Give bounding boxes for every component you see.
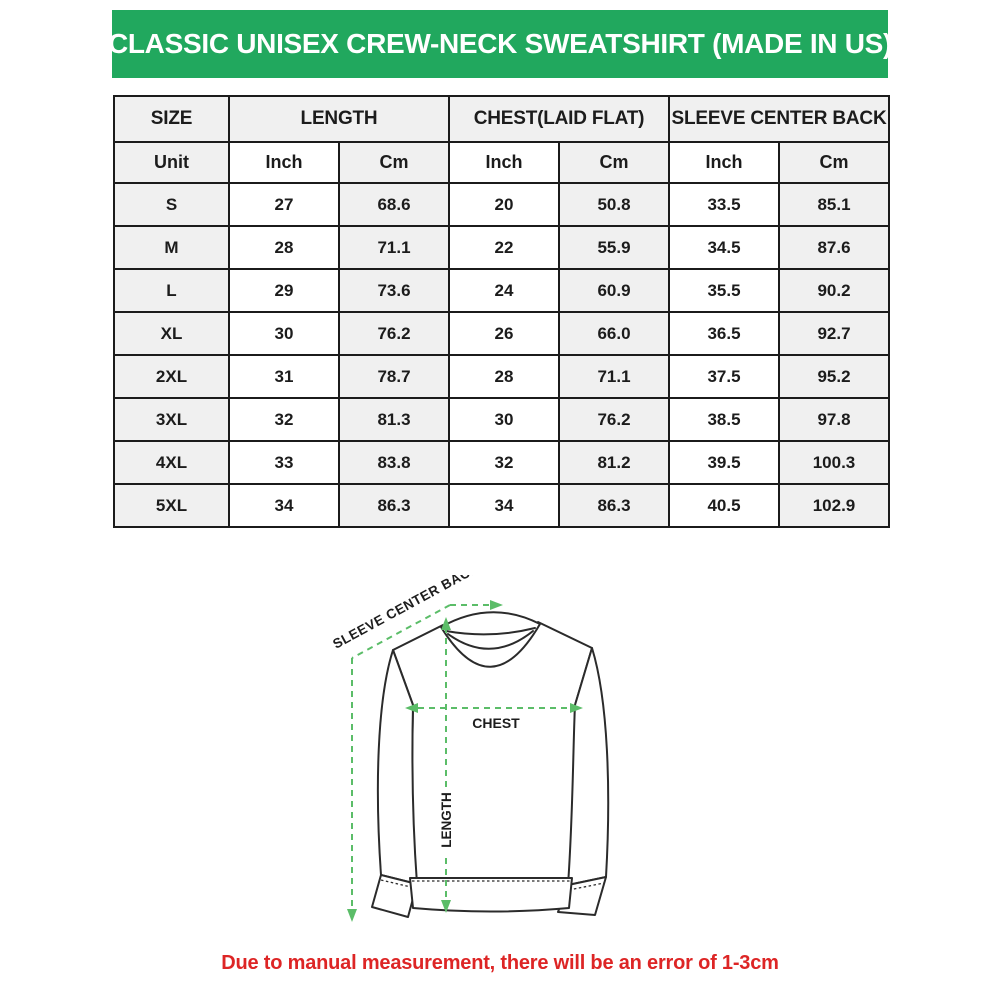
table-row: L 29 73.6 24 60.9 35.5 90.2: [113, 268, 890, 313]
collar-rib-line: [445, 627, 536, 636]
value-cell: 39.5: [668, 440, 780, 485]
value-cell: 81.3: [338, 397, 450, 442]
sweatshirt-collar: [440, 611, 541, 668]
table-row: 3XL 32 81.3 30 76.2 38.5 97.8: [113, 397, 890, 442]
value-cell: 35.5: [668, 268, 780, 313]
value-cell: 33: [228, 440, 340, 485]
value-cell: 30: [448, 397, 560, 442]
size-cell: 3XL: [113, 397, 230, 442]
value-cell: 86.3: [338, 483, 450, 528]
size-chart-table: SIZE LENGTH CHEST(LAID FLAT) SLEEVE CENT…: [113, 95, 890, 528]
value-cell: 50.8: [558, 182, 670, 227]
unit-cell: Unit: [113, 141, 230, 184]
unit-cell: Cm: [338, 141, 450, 184]
value-cell: 83.8: [338, 440, 450, 485]
value-cell: 22: [448, 225, 560, 270]
value-cell: 100.3: [778, 440, 890, 485]
size-cell: 2XL: [113, 354, 230, 399]
value-cell: 40.5: [668, 483, 780, 528]
length-label: LENGTH: [439, 792, 454, 848]
value-cell: 32: [448, 440, 560, 485]
unit-cell: Cm: [558, 141, 670, 184]
value-cell: 85.1: [778, 182, 890, 227]
value-cell: 28: [448, 354, 560, 399]
arrowhead-down-icon: [347, 909, 357, 922]
value-cell: 28: [228, 225, 340, 270]
arrowhead-right-icon: [570, 703, 583, 713]
value-cell: 73.6: [338, 268, 450, 313]
value-cell: 87.6: [778, 225, 890, 270]
arrowhead-up-icon: [441, 617, 451, 630]
value-cell: 36.5: [668, 311, 780, 356]
value-cell: 76.2: [338, 311, 450, 356]
unit-cell: Inch: [448, 141, 560, 184]
value-cell: 60.9: [558, 268, 670, 313]
value-cell: 97.8: [778, 397, 890, 442]
value-cell: 66.0: [558, 311, 670, 356]
measurement-error-note: Due to manual measurement, there will be…: [221, 952, 779, 974]
table-row: 4XL 33 83.8 32 81.2 39.5 100.3: [113, 440, 890, 485]
length-label-backing: [438, 787, 455, 853]
size-cell: M: [113, 225, 230, 270]
arrowhead-left-icon: [405, 703, 418, 713]
value-cell: 20: [448, 182, 560, 227]
sleeve-center-back-measure-line: [351, 604, 490, 909]
table-header-row: SIZE LENGTH CHEST(LAID FLAT) SLEEVE CENT…: [113, 95, 890, 143]
value-cell: 24: [448, 268, 560, 313]
value-cell: 90.2: [778, 268, 890, 313]
col-header-chest: CHEST(LAID FLAT): [448, 95, 670, 143]
value-cell: 37.5: [668, 354, 780, 399]
value-cell: 81.2: [558, 440, 670, 485]
col-header-length: LENGTH: [228, 95, 450, 143]
page-title: CLASSIC UNISEX CREW-NECK SWEATSHIRT (MAD…: [107, 28, 893, 59]
table-row: 2XL 31 78.7 28 71.1 37.5 95.2: [113, 354, 890, 399]
collar-rib-line: [447, 630, 534, 650]
value-cell: 95.2: [778, 354, 890, 399]
value-cell: 71.1: [338, 225, 450, 270]
value-cell: 68.6: [338, 182, 450, 227]
value-cell: 92.7: [778, 311, 890, 356]
chest-label: CHEST: [472, 715, 520, 731]
col-header-sleeve: SLEEVE CENTER BACK: [668, 95, 890, 143]
value-cell: 55.9: [558, 225, 670, 270]
value-cell: 30: [228, 311, 340, 356]
value-cell: 34: [228, 483, 340, 528]
unit-row: Unit Inch Cm Inch Cm Inch Cm: [113, 141, 890, 184]
value-cell: 71.1: [558, 354, 670, 399]
value-cell: 38.5: [668, 397, 780, 442]
sweatshirt-measurement-diagram: SLEEVE CENTER BACK CHEST LENGTH: [330, 575, 610, 922]
value-cell: 33.5: [668, 182, 780, 227]
arrowhead-right-icon: [490, 600, 503, 610]
value-cell: 78.7: [338, 354, 450, 399]
value-cell: 32: [228, 397, 340, 442]
value-cell: 86.3: [558, 483, 670, 528]
left-cuff-seam: [380, 879, 416, 889]
unit-cell: Inch: [668, 141, 780, 184]
value-cell: 26: [448, 311, 560, 356]
unit-cell: Cm: [778, 141, 890, 184]
table-row: S 27 68.6 20 50.8 33.5 85.1: [113, 182, 890, 227]
value-cell: 29: [228, 268, 340, 313]
size-cell: XL: [113, 311, 230, 356]
arrowhead-down-icon: [441, 900, 451, 913]
table-row: 5XL 34 86.3 34 86.3 40.5 102.9: [113, 483, 890, 528]
value-cell: 76.2: [558, 397, 670, 442]
size-cell: 4XL: [113, 440, 230, 485]
value-cell: 31: [228, 354, 340, 399]
right-cuff-seam: [568, 882, 605, 891]
sweatshirt-waistband: [409, 877, 573, 913]
table-row: XL 30 76.2 26 66.0 36.5 92.7: [113, 311, 890, 356]
value-cell: 27: [228, 182, 340, 227]
size-cell: L: [113, 268, 230, 313]
title-banner: CLASSIC UNISEX CREW-NECK SWEATSHIRT (MAD…: [108, 10, 892, 78]
unit-cell: Inch: [228, 141, 340, 184]
size-cell: S: [113, 182, 230, 227]
value-cell: 102.9: [778, 483, 890, 528]
table-row: M 28 71.1 22 55.9 34.5 87.6: [113, 225, 890, 270]
size-cell: 5XL: [113, 483, 230, 528]
col-header-size: SIZE: [113, 95, 230, 143]
value-cell: 34: [448, 483, 560, 528]
value-cell: 34.5: [668, 225, 780, 270]
